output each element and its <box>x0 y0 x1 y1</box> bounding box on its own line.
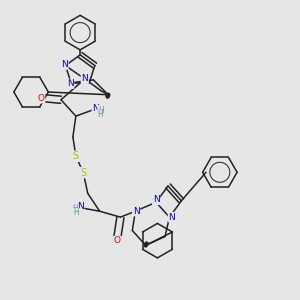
Text: N: N <box>169 213 175 222</box>
Text: N: N <box>67 79 74 88</box>
Text: H: H <box>72 204 78 213</box>
Text: N: N <box>77 202 84 211</box>
Text: O: O <box>114 236 121 245</box>
Text: H: H <box>97 110 103 119</box>
Text: S: S <box>80 168 86 178</box>
Text: N: N <box>61 60 68 69</box>
Text: N: N <box>81 74 88 83</box>
Text: O: O <box>38 94 45 103</box>
Text: N: N <box>133 207 140 216</box>
Text: N: N <box>92 104 99 113</box>
Text: H: H <box>98 106 104 115</box>
Text: N: N <box>153 195 160 204</box>
Text: H: H <box>74 208 79 217</box>
Text: S: S <box>73 151 79 161</box>
